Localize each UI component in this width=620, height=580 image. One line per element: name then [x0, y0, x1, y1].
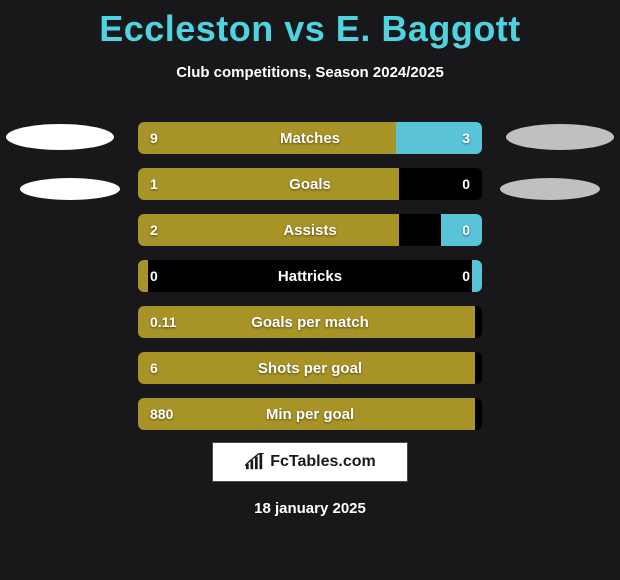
player-right-ellipse-1: [506, 124, 614, 150]
page-title: Eccleston vs E. Baggott: [0, 0, 620, 50]
chart-icon: [244, 453, 266, 471]
stats-bars: 93Matches 10Goals 20Assists 00Hattricks 0.11…: [138, 122, 482, 444]
stat-label: Assists: [138, 214, 482, 246]
stat-label: Shots per goal: [138, 352, 482, 384]
stat-row: 10Goals: [138, 168, 482, 200]
stat-row: 0.11Goals per match: [138, 306, 482, 338]
site-logo[interactable]: FcTables.com: [212, 442, 408, 482]
player-left-ellipse-2: [20, 178, 120, 200]
subtitle: Club competitions, Season 2024/2025: [0, 64, 620, 81]
player-left-ellipse-1: [6, 124, 114, 150]
date-label: 18 january 2025: [0, 500, 620, 517]
logo-text: FcTables.com: [270, 453, 376, 471]
stat-label: Min per goal: [138, 398, 482, 430]
stat-row: 93Matches: [138, 122, 482, 154]
stat-label: Goals per match: [138, 306, 482, 338]
stat-label: Matches: [138, 122, 482, 154]
stat-row: 880Min per goal: [138, 398, 482, 430]
player-right-ellipse-2: [500, 178, 600, 200]
stat-row: 00Hattricks: [138, 260, 482, 292]
stat-row: 20Assists: [138, 214, 482, 246]
stat-label: Goals: [138, 168, 482, 200]
stat-label: Hattricks: [138, 260, 482, 292]
stat-row: 6Shots per goal: [138, 352, 482, 384]
